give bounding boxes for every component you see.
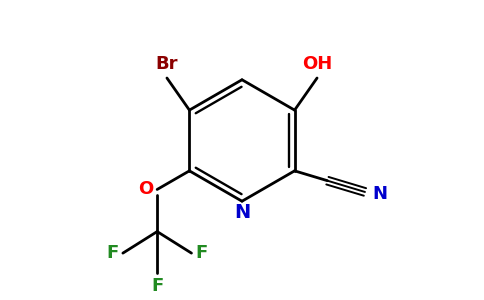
Text: N: N — [234, 203, 250, 222]
Text: OH: OH — [302, 55, 332, 73]
Text: F: F — [151, 277, 163, 295]
Text: N: N — [373, 185, 388, 203]
Text: O: O — [138, 181, 153, 199]
Text: F: F — [106, 244, 119, 262]
Text: Br: Br — [156, 55, 178, 73]
Text: F: F — [196, 244, 208, 262]
